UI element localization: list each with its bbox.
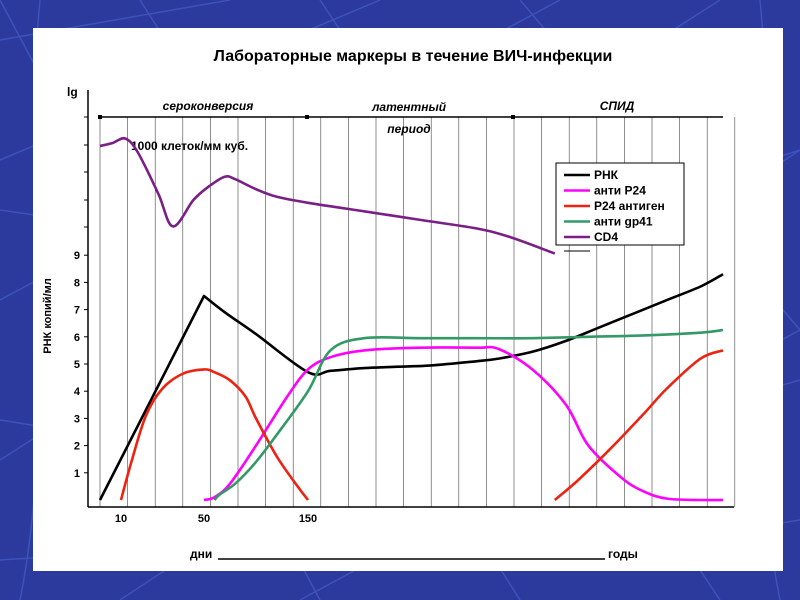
axes: 1 2 3 4 5 6 7 8 9 10 50 150 (74, 90, 734, 525)
series-group (98, 136, 724, 502)
legend-label-p24-antigen: P24 антиген (594, 199, 665, 213)
phase-marker-latent (305, 115, 309, 119)
vertical-grid (99, 117, 736, 507)
x-axis-label-years: годы (608, 547, 638, 561)
y-tick-label: 9 (74, 250, 80, 262)
series-line-p24-antigen (119, 368, 310, 501)
legend-label-cd4: CD4 (594, 230, 618, 244)
y-tick-label: 7 (74, 305, 80, 317)
y-tick-label: 8 (74, 277, 80, 289)
phase-marker-aids (511, 115, 515, 119)
y-tick-label: 4 (74, 386, 81, 398)
y-tick-label: 5 (74, 359, 80, 371)
y-tick-label: 1 (74, 468, 80, 480)
series-line-cd4 (99, 136, 556, 255)
chart: Лабораторные маркеры в течение ВИЧ-инфек… (42, 48, 736, 561)
phase-label-latent-period: период (387, 122, 430, 136)
phase-marker-start (98, 115, 102, 119)
series-line-p24-antigen (553, 349, 724, 501)
x-tick-label: 150 (299, 513, 317, 525)
legend-label-anti-p24: анти P24 (594, 184, 646, 198)
phase-label-aids: СПИД (600, 99, 635, 113)
y-tick-label: 3 (74, 413, 80, 425)
legend-label-rna: РНК (594, 168, 619, 182)
x-tick-label: 10 (115, 513, 127, 525)
legend-box (555, 162, 685, 246)
x-tick-label: 50 (198, 513, 210, 525)
phase-label-seroconversion: сероконверсия (163, 99, 254, 113)
phase-band: сероконверсия латентный период СПИД (98, 99, 723, 136)
legend-label-anti-gp41: анти gp41 (594, 215, 653, 229)
series-line-anti-p24 (203, 345, 724, 502)
y-tick-label: 6 (74, 332, 80, 344)
series-line-anti-gp41 (213, 328, 724, 501)
y-axis-log-label: lg (67, 85, 78, 99)
phase-label-latent: латентный (371, 100, 447, 114)
chart-title: Лабораторные маркеры в течение ВИЧ-инфек… (214, 48, 613, 65)
cd4-annotation: 1000 клеток/мм куб. (131, 139, 248, 153)
series-line-rna (98, 273, 724, 501)
chart-card: Лабораторные маркеры в течение ВИЧ-инфек… (33, 28, 783, 571)
y-tick-label: 2 (74, 441, 80, 453)
y-axis-title: РНК копий/мл (42, 278, 54, 353)
x-axis-label-days: дни (190, 547, 212, 561)
